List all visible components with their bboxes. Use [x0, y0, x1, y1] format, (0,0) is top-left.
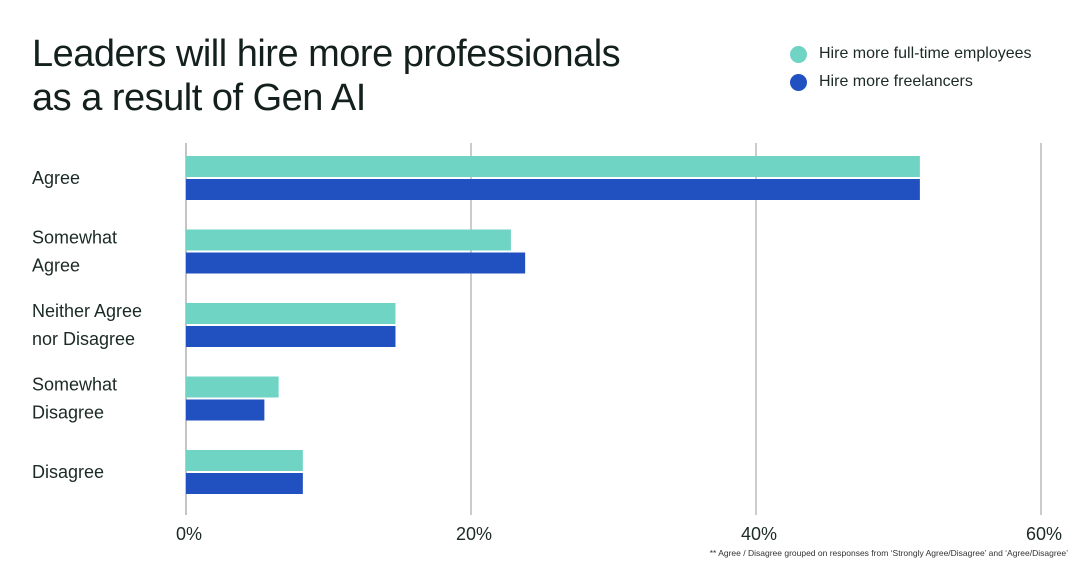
- category-label-4-line-0: Disagree: [32, 462, 104, 482]
- bar-full-time-4: [186, 450, 303, 471]
- bar-freelancers-4: [186, 473, 303, 494]
- bar-full-time-3: [186, 377, 279, 398]
- footnote: ** Agree / Disagree grouped on responses…: [710, 548, 1068, 558]
- category-label-3-line-0: Somewhat: [32, 375, 117, 395]
- x-tick-label-60: 60%: [1026, 524, 1062, 544]
- bar-full-time-2: [186, 303, 395, 324]
- category-label-1-line-0: Somewhat: [32, 228, 117, 248]
- bar-full-time-0: [186, 156, 920, 177]
- category-label-2-line-1: nor Disagree: [32, 329, 135, 349]
- bar-freelancers-1: [186, 253, 525, 274]
- bar-freelancers-0: [186, 179, 920, 200]
- bar-freelancers-2: [186, 326, 395, 347]
- x-tick-label-40: 40%: [741, 524, 777, 544]
- chart-page: Leaders will hire more professionals as …: [0, 0, 1080, 564]
- category-label-0-line-0: Agree: [32, 168, 80, 188]
- category-label-2-line-0: Neither Agree: [32, 301, 142, 321]
- category-label-1-line-1: Agree: [32, 256, 80, 276]
- bar-freelancers-3: [186, 400, 264, 421]
- bar-full-time-1: [186, 230, 511, 251]
- x-tick-label-20: 20%: [456, 524, 492, 544]
- x-tick-label-0: 0%: [176, 524, 202, 544]
- bar-chart: 0% 20% 40% 60% Agree Somewhat Agree Neither Agr…: [0, 0, 1080, 564]
- category-label-3-line-1: Disagree: [32, 403, 104, 423]
